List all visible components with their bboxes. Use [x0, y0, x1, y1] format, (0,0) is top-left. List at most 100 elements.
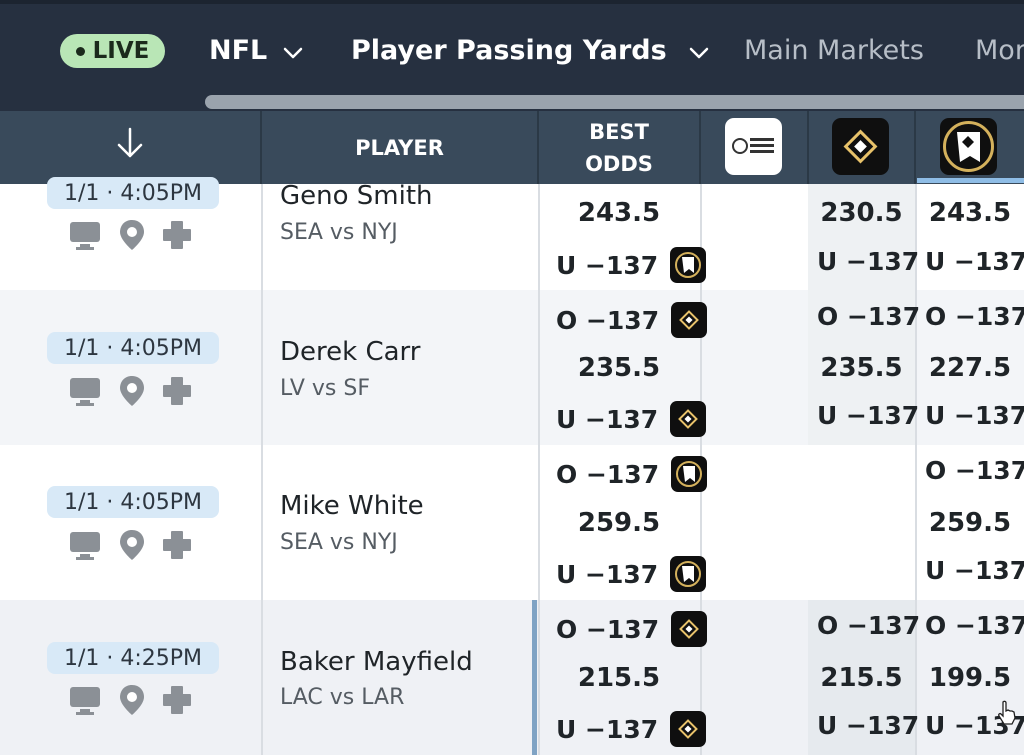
- book2-under-odds[interactable]: U −137: [817, 711, 920, 740]
- main-markets-label: Main Markets: [744, 34, 924, 66]
- book2-line[interactable]: 230.5: [820, 198, 903, 228]
- injury-cross-icon[interactable]: [162, 530, 192, 564]
- injury-cross-icon[interactable]: [162, 376, 192, 410]
- book-hound-logo[interactable]: [940, 118, 997, 175]
- table-header: PLAYER BEST ODDS: [0, 111, 1024, 184]
- book-diamond-icon: [671, 302, 708, 338]
- odds-text: O −137: [556, 305, 660, 335]
- book-diamond-logo[interactable]: [832, 118, 889, 175]
- sort-header[interactable]: [0, 111, 260, 184]
- header-divider: [260, 111, 262, 184]
- best-under-odds[interactable]: U −137: [556, 711, 707, 747]
- tv-icon[interactable]: [68, 684, 102, 720]
- live-badge[interactable]: LIVE: [60, 34, 165, 68]
- more-tab[interactable]: Mor: [975, 28, 1024, 72]
- book3-under-odds[interactable]: U −137: [925, 556, 1024, 585]
- best-over-odds[interactable]: O −137: [556, 456, 708, 492]
- game-time: 1/1 · 4:05PM: [63, 335, 203, 361]
- best-odds-header[interactable]: BEST ODDS: [539, 111, 699, 184]
- book3-over-odds[interactable]: O −137: [925, 302, 1024, 331]
- book3-line[interactable]: 259.5: [928, 508, 1012, 538]
- injury-cross-icon[interactable]: [162, 220, 192, 254]
- best-line[interactable]: 215.5: [577, 663, 661, 693]
- book-hound-icon: [670, 247, 707, 283]
- tv-icon[interactable]: [68, 219, 102, 255]
- best-over-odds[interactable]: O −137: [556, 611, 708, 647]
- monkey-knife-fight-logo[interactable]: [725, 118, 782, 175]
- best-line[interactable]: 235.5: [577, 353, 661, 383]
- book2-under-odds[interactable]: U −137: [817, 247, 920, 276]
- book-diamond-icon: [670, 711, 707, 747]
- book3-over-odds[interactable]: O −137: [925, 456, 1024, 485]
- player-matchup: LAC vs LAR: [280, 685, 405, 710]
- player-matchup: SEA vs NYJ: [280, 220, 398, 245]
- book3-line[interactable]: 227.5: [928, 353, 1012, 383]
- book3-line[interactable]: 199.5: [928, 663, 1012, 693]
- best-odds-label-2: ODDS: [585, 151, 653, 176]
- book3-under-odds[interactable]: U −137: [925, 247, 1024, 276]
- location-pin-icon[interactable]: [118, 374, 146, 412]
- location-pin-icon[interactable]: [118, 528, 146, 566]
- book2-column-tint: [808, 600, 915, 755]
- row-action-icons: [68, 684, 198, 720]
- odds-text: O −137: [556, 459, 660, 489]
- column-divider: [538, 184, 540, 755]
- book2-over-odds[interactable]: O −137: [817, 611, 921, 640]
- player-matchup: SEA vs NYJ: [280, 530, 398, 555]
- live-label: LIVE: [92, 38, 150, 64]
- player-name[interactable]: Geno Smith: [280, 181, 433, 211]
- best-under-odds[interactable]: U −137: [556, 247, 707, 283]
- book-diamond-icon: [671, 611, 708, 647]
- player-header-label: PLAYER: [355, 135, 444, 160]
- odds-text: U −137: [556, 714, 659, 744]
- game-time: 1/1 · 4:05PM: [63, 180, 203, 206]
- top-edge: [0, 0, 1024, 4]
- table-row-bg: [0, 445, 1024, 600]
- player-name[interactable]: Baker Mayfield: [280, 647, 473, 677]
- location-pin-icon[interactable]: [118, 218, 146, 256]
- game-time-pill: 1/1 · 4:05PM: [47, 177, 219, 209]
- best-line[interactable]: 243.5: [577, 198, 661, 228]
- best-odds-label-1: BEST: [589, 119, 649, 144]
- hand-cursor-icon: [996, 700, 1018, 730]
- header-divider: [537, 111, 539, 184]
- player-name[interactable]: Mike White: [280, 491, 424, 521]
- book2-line[interactable]: 235.5: [820, 353, 903, 383]
- league-dropdown[interactable]: NFL: [209, 28, 303, 72]
- game-time: 1/1 · 4:25PM: [63, 645, 203, 671]
- book-hound-icon: [670, 556, 707, 592]
- tv-icon[interactable]: [68, 529, 102, 565]
- market-dropdown[interactable]: Player Passing Yards: [351, 28, 709, 72]
- book2-over-odds[interactable]: O −137: [817, 302, 921, 331]
- player-name[interactable]: Derek Carr: [280, 337, 421, 367]
- column-divider: [261, 184, 263, 755]
- book2-under-odds[interactable]: U −137: [817, 401, 920, 430]
- league-label: NFL: [209, 34, 268, 66]
- book3-under-odds[interactable]: U −137: [925, 401, 1024, 430]
- book2-column-tint: [808, 184, 915, 445]
- best-under-odds[interactable]: U −137: [556, 401, 707, 437]
- best-line[interactable]: 259.5: [577, 508, 661, 538]
- best-under-odds[interactable]: U −137: [556, 556, 707, 592]
- row-action-icons: [68, 529, 198, 565]
- odds-text: O −137: [556, 614, 660, 644]
- main-markets-tab[interactable]: Main Markets: [744, 28, 924, 72]
- book3-line[interactable]: 243.5: [928, 198, 1012, 228]
- book3-over-odds[interactable]: O −137: [925, 611, 1024, 640]
- horizontal-scrollbar[interactable]: [205, 95, 1024, 109]
- injury-cross-icon[interactable]: [162, 685, 192, 719]
- game-time-pill: 1/1 · 4:25PM: [47, 642, 219, 674]
- row-action-icons: [68, 375, 198, 411]
- chevron-down-icon: [283, 35, 303, 66]
- more-label: Mor: [975, 34, 1024, 66]
- player-header[interactable]: PLAYER: [262, 111, 537, 184]
- top-navigation-bar: LIVE NFL Player Passing Yards Main Marke…: [0, 0, 1024, 111]
- location-pin-icon[interactable]: [118, 683, 146, 721]
- book2-line[interactable]: 215.5: [820, 663, 903, 693]
- selected-book-indicator: [917, 178, 1024, 183]
- header-divider: [914, 111, 916, 184]
- best-over-odds[interactable]: O −137: [556, 302, 708, 338]
- tv-icon[interactable]: [68, 375, 102, 411]
- game-time-pill: 1/1 · 4:05PM: [47, 486, 219, 518]
- row-action-icons: [68, 219, 198, 255]
